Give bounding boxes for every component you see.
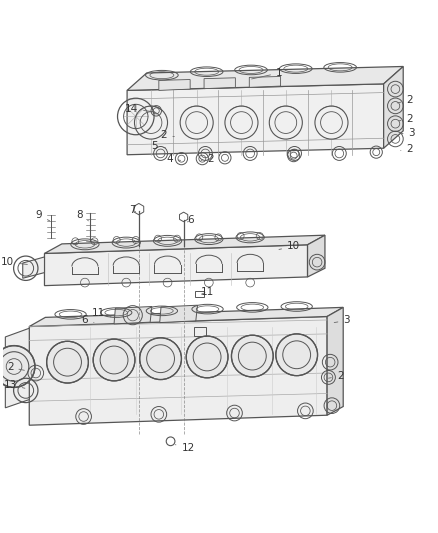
Text: 13: 13 [4,380,25,390]
Polygon shape [45,245,307,286]
Text: 2: 2 [401,144,413,154]
Polygon shape [307,235,325,277]
Circle shape [186,336,228,378]
Text: 11: 11 [92,309,111,318]
Text: 6: 6 [81,316,94,326]
Circle shape [140,338,181,379]
Text: 5: 5 [151,141,166,151]
Polygon shape [5,328,29,408]
Circle shape [231,335,273,377]
Polygon shape [29,317,327,425]
Text: 8: 8 [76,210,88,221]
Text: 2: 2 [201,154,214,164]
Text: 3: 3 [402,127,415,138]
Text: 2: 2 [399,114,413,124]
Circle shape [93,339,135,381]
Text: 10: 10 [279,241,300,252]
Text: 2: 2 [161,130,174,140]
Polygon shape [29,308,343,327]
Polygon shape [114,306,152,324]
Polygon shape [327,308,343,415]
Circle shape [0,345,35,387]
Text: 2: 2 [397,95,413,106]
Text: 9: 9 [35,210,49,221]
Polygon shape [159,79,190,91]
Text: 4: 4 [166,154,180,164]
Text: 7: 7 [130,205,136,215]
Text: 12: 12 [176,443,194,453]
Text: 10: 10 [1,257,27,267]
Polygon shape [384,67,403,148]
Circle shape [276,334,318,376]
Text: 14: 14 [125,104,155,114]
Polygon shape [249,76,281,87]
Text: 11: 11 [201,287,214,297]
Polygon shape [45,235,325,254]
Text: 2: 2 [7,362,25,373]
Text: 6: 6 [187,215,194,225]
Text: 1: 1 [251,68,283,79]
Text: 2: 2 [328,371,343,381]
Circle shape [47,341,88,383]
Polygon shape [23,257,45,278]
Text: 3: 3 [334,316,350,326]
Polygon shape [127,67,403,91]
Polygon shape [204,78,235,88]
Polygon shape [127,84,384,155]
Polygon shape [160,305,198,322]
